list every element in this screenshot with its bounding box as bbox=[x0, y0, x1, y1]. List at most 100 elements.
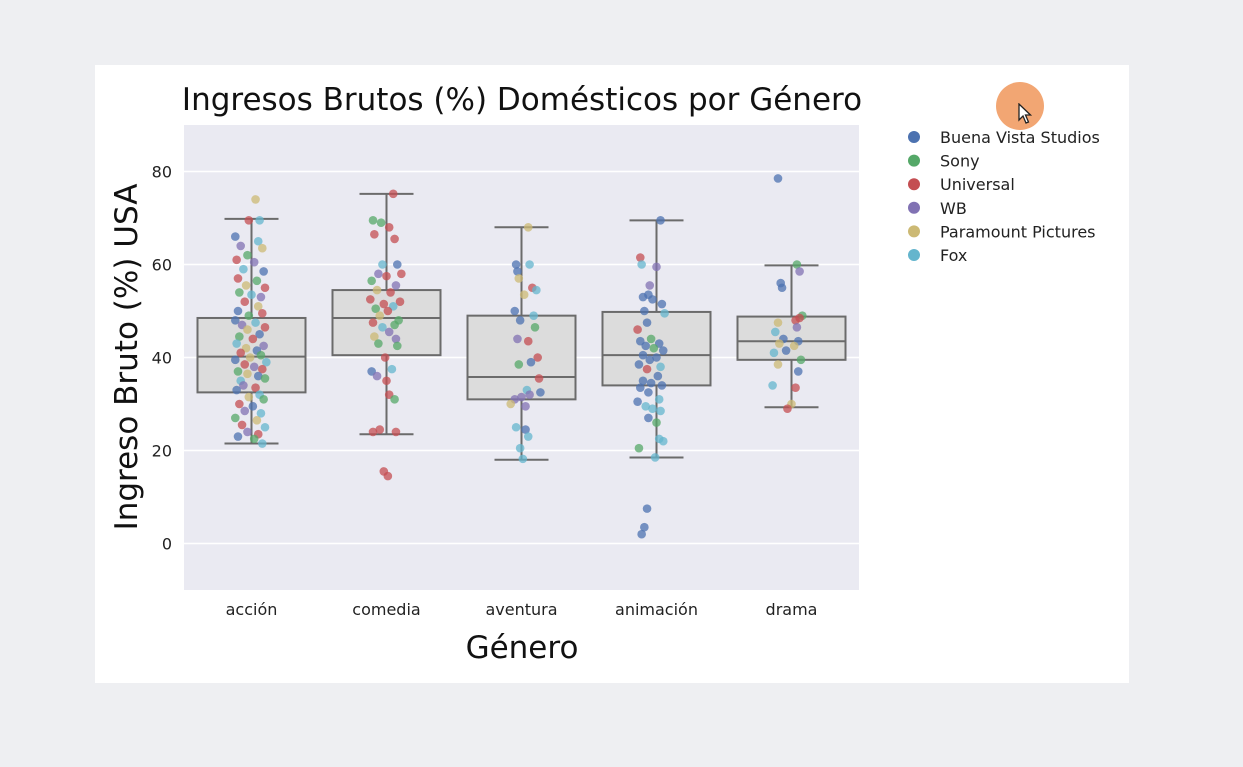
data-point bbox=[256, 350, 266, 360]
data-point bbox=[248, 334, 258, 344]
data-point bbox=[390, 234, 399, 244]
x-tick-label: acción bbox=[226, 600, 278, 619]
data-point bbox=[640, 306, 649, 316]
data-point bbox=[251, 195, 260, 204]
data-point bbox=[368, 216, 378, 225]
data-point bbox=[260, 374, 270, 383]
data-point bbox=[240, 406, 250, 416]
data-point bbox=[656, 362, 665, 372]
data-point bbox=[792, 322, 802, 332]
data-point bbox=[367, 276, 376, 286]
data-point bbox=[235, 399, 244, 409]
chart-title: Ingresos Brutos (%) Domésticos por Géner… bbox=[182, 82, 862, 118]
data-point bbox=[236, 348, 245, 358]
y-tick-label: 80 bbox=[152, 163, 172, 182]
data-point bbox=[529, 311, 538, 320]
box-iqr bbox=[736, 315, 847, 361]
data-point bbox=[506, 399, 515, 409]
data-point bbox=[511, 260, 521, 269]
slide-canvas: Ingresos Brutos (%) Domésticos por Géner… bbox=[95, 65, 1129, 683]
data-point bbox=[644, 388, 653, 397]
data-point bbox=[769, 348, 779, 358]
data-point bbox=[393, 260, 402, 269]
data-point bbox=[646, 334, 656, 344]
data-point bbox=[660, 309, 669, 318]
data-point bbox=[370, 332, 379, 341]
data-point bbox=[642, 364, 652, 374]
data-point bbox=[793, 367, 803, 376]
legend-marker bbox=[908, 225, 920, 238]
data-point bbox=[235, 288, 244, 297]
data-point bbox=[533, 353, 542, 362]
data-point bbox=[773, 174, 783, 183]
data-point bbox=[658, 346, 668, 355]
data-point bbox=[634, 360, 644, 369]
data-point bbox=[792, 260, 802, 269]
legend: Buena Vista Studios Sony Universal WB Paramo… bbox=[908, 128, 1100, 265]
legend-item: Paramount Pictures bbox=[908, 222, 1096, 241]
legend-label: Paramount Pictures bbox=[940, 222, 1096, 241]
data-point bbox=[636, 383, 645, 393]
data-point bbox=[796, 355, 806, 365]
data-point bbox=[391, 281, 401, 290]
data-point bbox=[391, 427, 401, 437]
data-point bbox=[384, 223, 394, 232]
data-point bbox=[523, 336, 533, 346]
data-point bbox=[371, 304, 381, 313]
data-point bbox=[656, 406, 665, 416]
data-point bbox=[241, 281, 251, 290]
data-point bbox=[523, 432, 533, 441]
data-point bbox=[239, 381, 248, 390]
y-tick-label: 20 bbox=[152, 442, 172, 461]
strip-points bbox=[231, 174, 807, 539]
data-point bbox=[262, 357, 271, 367]
data-point bbox=[231, 232, 240, 241]
data-point bbox=[513, 334, 522, 344]
data-point bbox=[256, 409, 266, 418]
data-point bbox=[232, 339, 241, 348]
data-point bbox=[258, 439, 267, 448]
y-tick-labels: 0 20 40 60 80 bbox=[152, 163, 172, 554]
data-point bbox=[645, 355, 655, 365]
data-point bbox=[642, 318, 652, 327]
data-point bbox=[258, 309, 267, 318]
data-point bbox=[378, 322, 387, 332]
data-point bbox=[387, 364, 397, 374]
data-point bbox=[376, 218, 386, 227]
legend-label: Buena Vista Studios bbox=[940, 128, 1100, 147]
data-point bbox=[232, 385, 241, 395]
data-point bbox=[648, 295, 657, 304]
box-aventura bbox=[466, 226, 577, 461]
data-point bbox=[233, 274, 243, 283]
data-point bbox=[644, 413, 653, 423]
data-point bbox=[518, 454, 528, 464]
data-point bbox=[384, 327, 394, 337]
x-axis-label: Género bbox=[466, 630, 579, 666]
data-point bbox=[652, 353, 661, 362]
data-point bbox=[652, 418, 661, 427]
data-point bbox=[638, 350, 648, 360]
data-point bbox=[235, 332, 244, 341]
data-point bbox=[233, 367, 243, 376]
data-point bbox=[232, 255, 241, 265]
data-point bbox=[656, 216, 665, 225]
data-point bbox=[637, 260, 646, 269]
data-point bbox=[641, 402, 650, 411]
data-point bbox=[252, 276, 262, 286]
data-point bbox=[237, 420, 247, 430]
data-point bbox=[231, 413, 240, 423]
legend-marker bbox=[908, 131, 920, 143]
data-point bbox=[777, 283, 787, 293]
data-point bbox=[393, 341, 402, 351]
data-point bbox=[260, 283, 270, 293]
data-point bbox=[768, 381, 777, 390]
data-point bbox=[653, 371, 663, 381]
data-point bbox=[383, 471, 393, 481]
data-point bbox=[657, 299, 667, 309]
data-point bbox=[390, 320, 399, 330]
data-point bbox=[525, 390, 534, 400]
data-point bbox=[783, 404, 792, 413]
data-point bbox=[375, 425, 385, 434]
data-point bbox=[247, 290, 256, 300]
legend-item: Sony bbox=[908, 152, 980, 171]
